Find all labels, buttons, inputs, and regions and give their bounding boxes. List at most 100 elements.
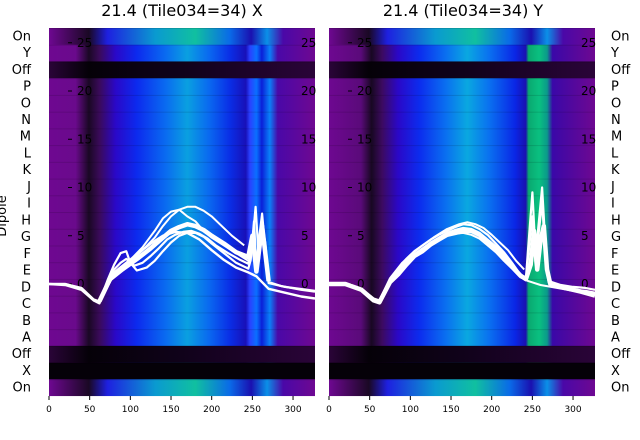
row-divider xyxy=(329,345,595,347)
row-label-right: H xyxy=(611,213,621,228)
row-divider xyxy=(329,178,595,180)
panel-x: 21.4 (Tile034=34) X 0 50 100 150 200 250 300 0… xyxy=(46,1,316,415)
row-divider xyxy=(49,161,315,163)
row-divider xyxy=(329,128,595,130)
x-tick-label: 250 xyxy=(244,405,261,415)
row-label-right: Off xyxy=(611,63,631,78)
row-divider xyxy=(49,329,315,331)
row-axis-label: Dipole xyxy=(0,195,10,236)
row-label-right: M xyxy=(611,130,622,145)
row-label-left: N xyxy=(21,113,31,128)
row-label-left: H xyxy=(21,213,31,228)
x-tick-label: 250 xyxy=(524,405,541,415)
row-label-right: J xyxy=(610,180,615,195)
overlay-y-tick-label: 15 xyxy=(301,132,316,146)
row-label-left: Off xyxy=(12,347,32,362)
row-label-right: X xyxy=(611,364,620,379)
row-divider xyxy=(329,379,595,381)
overlay-y-tick-label: 0 xyxy=(581,277,589,291)
overlay-y-tick-label: 10 xyxy=(77,181,92,195)
row-label-left: I xyxy=(27,197,31,212)
row-label-right: L xyxy=(611,146,619,161)
overlay-y-tick-label: 5 xyxy=(77,229,85,243)
row-label-left: P xyxy=(23,80,31,95)
row-divider xyxy=(329,161,595,163)
x-tick-label: 100 xyxy=(122,405,139,415)
row-label-right: C xyxy=(611,297,620,312)
row-label-right: P xyxy=(611,80,619,95)
x-tick-label: 200 xyxy=(483,405,500,415)
row-divider xyxy=(49,111,315,113)
waterfall-band xyxy=(329,362,595,380)
row-divider xyxy=(49,345,315,347)
overlay-y-tick-label: 20 xyxy=(357,84,372,98)
row-divider xyxy=(49,195,315,197)
row-label-right: On xyxy=(611,381,629,396)
row-divider xyxy=(329,61,595,63)
row-divider xyxy=(329,145,595,147)
row-divider xyxy=(49,278,315,280)
row-label-left: A xyxy=(22,331,31,346)
overlay-y-tick-group: 0 0 5 5 10 10 15 15 20 20 25 25 xyxy=(348,36,596,291)
row-divider xyxy=(49,245,315,247)
x-tick-label: 0 xyxy=(46,405,52,415)
overlay-y-tick-group: 0 0 5 5 10 10 15 15 20 20 25 25 xyxy=(68,36,316,291)
row-divider xyxy=(329,195,595,197)
row-divider xyxy=(329,44,595,46)
overlay-y-tick-label: 5 xyxy=(301,229,309,243)
row-label-left: B xyxy=(22,314,31,329)
row-divider xyxy=(329,362,595,364)
row-label-right: E xyxy=(611,264,619,279)
row-label-right: K xyxy=(611,163,620,178)
row-label-left: O xyxy=(21,96,31,111)
panel-title: 21.4 (Tile034=34) Y xyxy=(383,1,544,20)
row-divider xyxy=(49,262,315,264)
overlay-y-tick-label: 10 xyxy=(301,181,316,195)
waterfall-band xyxy=(329,345,595,363)
row-divider xyxy=(329,111,595,113)
waterfall-band xyxy=(329,61,595,79)
overlay-y-tick-label: 20 xyxy=(301,84,316,98)
row-divider xyxy=(49,312,315,314)
curve-group xyxy=(48,205,316,305)
overlay-y-tick-label: 5 xyxy=(581,229,589,243)
waterfall-background xyxy=(329,28,595,396)
overlay-curve xyxy=(373,231,596,303)
row-divider xyxy=(329,278,595,280)
row-divider xyxy=(329,329,595,331)
row-divider xyxy=(49,145,315,147)
overlay-curve xyxy=(329,223,596,305)
overlay-curve xyxy=(48,230,316,305)
row-divider xyxy=(49,362,315,364)
row-label-right: B xyxy=(611,314,620,329)
row-label-left: M xyxy=(20,130,31,145)
row-divider xyxy=(49,128,315,130)
overlay-y-tick-label: 10 xyxy=(581,181,596,195)
overlay-y-tick-label: 25 xyxy=(581,36,596,50)
overlay-curve xyxy=(378,221,525,301)
row-label-right: O xyxy=(611,96,621,111)
row-divider xyxy=(49,295,315,297)
overlay-y-tick-label: 5 xyxy=(357,229,365,243)
row-label-left: J xyxy=(26,180,31,195)
x-tick-label: 0 xyxy=(326,405,332,415)
row-label-left: G xyxy=(21,230,31,245)
row-label-right: Y xyxy=(610,46,619,61)
row-label-left: On xyxy=(13,29,31,44)
overlay-y-tick-label: 20 xyxy=(581,84,596,98)
row-divider xyxy=(329,28,595,29)
row-divider xyxy=(329,212,595,214)
overlay-y-tick-label: 10 xyxy=(357,181,372,195)
row-label-right: F xyxy=(611,247,618,262)
waterfall-band xyxy=(49,345,315,363)
row-label-left: L xyxy=(24,146,32,161)
overlay-y-tick-label: 25 xyxy=(77,36,92,50)
row-divider xyxy=(49,28,315,29)
row-label-left: X xyxy=(22,364,31,379)
overlay-y-tick-label: 25 xyxy=(357,36,372,50)
overlay-y-tick-label: 20 xyxy=(77,84,92,98)
x-tick-label: 150 xyxy=(162,405,179,415)
waterfall-band xyxy=(49,362,315,380)
panel-y: 21.4 (Tile034=34) Y 0 50 100 150 200 250 300 0… xyxy=(326,1,596,415)
